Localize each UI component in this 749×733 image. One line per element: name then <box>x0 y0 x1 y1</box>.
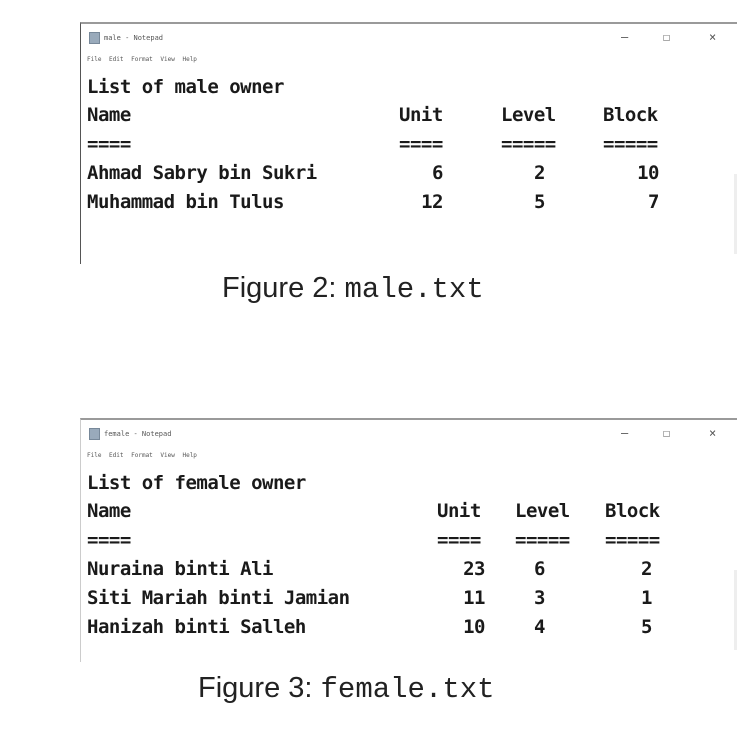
level-cell: 6 <box>534 558 545 580</box>
level-cell: ===== <box>515 529 570 551</box>
scrollbar[interactable] <box>734 174 737 254</box>
unit-cell: ==== <box>437 529 481 551</box>
table-row: Nuraina binti Ali 23 6 2 <box>87 558 727 584</box>
level-cell: Level <box>501 104 556 126</box>
header-row: Name Unit Level Block <box>87 500 727 526</box>
window-title: female - Notepad <box>104 430 172 438</box>
level-cell: 3 <box>534 587 545 609</box>
block-cell: 1 <box>641 587 652 609</box>
window-title: male - Notepad <box>104 34 164 42</box>
header-row: Name Unit Level Block <box>87 104 727 130</box>
female-notepad-window: female - Notepad – ☐ × File Edit Format … <box>80 418 737 662</box>
block-cell: 2 <box>641 558 652 580</box>
notepad-icon <box>89 32 100 44</box>
caption-filename: female.txt <box>320 673 495 706</box>
block-cell: 7 <box>648 191 659 213</box>
unit-cell: 12 <box>421 191 443 213</box>
name-cell: Nuraina binti Ali <box>87 558 273 580</box>
unit-cell: 23 <box>463 558 485 580</box>
block-cell: ===== <box>603 133 658 155</box>
figure-3-caption: Figure 3: female.txt <box>198 672 495 706</box>
unit-cell: 6 <box>432 162 443 184</box>
title-bar: male - Notepad <box>89 32 163 44</box>
caption-label: Figure 3: <box>198 672 313 704</box>
table-row: Ahmad Sabry bin Sukri 6 2 10 <box>87 162 727 188</box>
table-row: Siti Mariah binti Jamian 11 3 1 <box>87 587 727 613</box>
title-bar: female - Notepad <box>89 428 171 440</box>
close-button[interactable]: × <box>709 426 717 440</box>
unit-cell: Unit <box>399 104 443 126</box>
unit-cell: 10 <box>463 616 485 638</box>
block-cell: 5 <box>641 616 652 638</box>
name-cell: Hanizah binti Salleh <box>87 616 306 638</box>
heading: List of male owner <box>87 76 284 98</box>
block-cell: Block <box>603 104 658 126</box>
underline-row: ==== ==== ===== ===== <box>87 529 727 555</box>
male-notepad-window: male - Notepad – ☐ × File Edit Format Vi… <box>80 22 737 264</box>
name-cell: ==== <box>87 133 131 155</box>
scrollbar[interactable] <box>734 570 737 650</box>
heading: List of female owner <box>87 472 306 494</box>
block-cell: 10 <box>637 162 659 184</box>
caption-filename: male.txt <box>344 273 484 306</box>
unit-cell: 11 <box>463 587 485 609</box>
name-cell: Name <box>87 500 131 522</box>
minimize-button[interactable]: – <box>621 426 629 440</box>
name-cell: Ahmad Sabry bin Sukri <box>87 162 317 184</box>
level-cell: ===== <box>501 133 556 155</box>
name-cell: Muhammad bin Tulus <box>87 191 284 213</box>
underline-row: ==== ==== ===== ===== <box>87 133 727 159</box>
unit-cell: Unit <box>437 500 481 522</box>
table-row: Hanizah binti Salleh 10 4 5 <box>87 616 727 642</box>
menu-bar[interactable]: File Edit Format View Help <box>87 56 197 63</box>
level-cell: 5 <box>534 191 545 213</box>
minimize-button[interactable]: – <box>621 30 629 44</box>
notepad-icon <box>89 428 100 440</box>
table-row: Muhammad bin Tulus 12 5 7 <box>87 191 727 217</box>
name-cell: Name <box>87 104 131 126</box>
maximize-button[interactable]: ☐ <box>663 426 671 440</box>
close-button[interactable]: × <box>709 30 717 44</box>
level-cell: Level <box>515 500 570 522</box>
level-cell: 2 <box>534 162 545 184</box>
caption-label: Figure 2: <box>222 272 337 304</box>
level-cell: 4 <box>534 616 545 638</box>
unit-cell: ==== <box>399 133 443 155</box>
menu-bar[interactable]: File Edit Format View Help <box>87 452 197 459</box>
name-cell: Siti Mariah binti Jamian <box>87 587 350 609</box>
maximize-button[interactable]: ☐ <box>663 30 671 44</box>
name-cell: ==== <box>87 529 131 551</box>
block-cell: Block <box>605 500 660 522</box>
block-cell: ===== <box>605 529 660 551</box>
figure-2-caption: Figure 2: male.txt <box>222 272 484 306</box>
